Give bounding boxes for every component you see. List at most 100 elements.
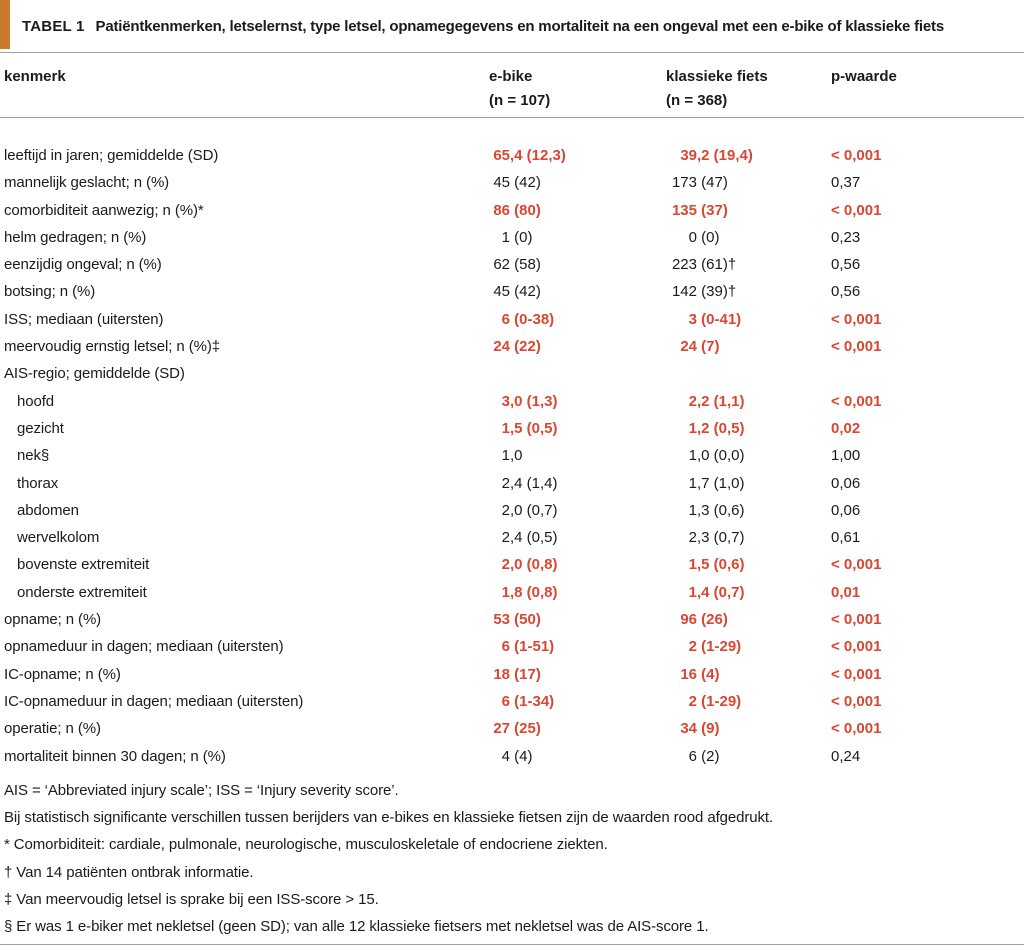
row-label: onderste extremiteit	[17, 583, 147, 601]
row-label: botsing; n (%)	[4, 283, 96, 301]
klassieke-fiets-value: 1,3 (0,6)	[688, 501, 745, 519]
p-value: < 0,001	[831, 611, 882, 629]
p-value: 0,06	[831, 474, 861, 492]
row-label: bovenste extremiteit	[17, 556, 150, 574]
ebike-value: 3,0 (1,3)	[501, 392, 558, 410]
table-title-block: TABEL 1 Patiëntkenmerken, letselernst, t…	[0, 0, 1024, 53]
table-row: botsing; n (%) 45 (42) 142 (39)† 0,56	[0, 283, 1024, 310]
p-value: < 0,001	[831, 556, 882, 574]
p-value: < 0,001	[831, 720, 882, 738]
row-label: mortaliteit binnen 30 dagen; n (%)	[4, 747, 226, 765]
ebike-value: 6 (1-34)	[501, 692, 555, 710]
footnote-line: AIS = ‘Abbreviated injury scale’; ISS = …	[4, 781, 399, 799]
p-value: < 0,001	[831, 392, 882, 410]
column-header-label: e-bike	[489, 68, 533, 85]
row-label: eenzijdig ongeval; n (%)	[4, 256, 162, 274]
table-row: onderste extremiteit 1,8 (0,8) 1,4 (0,7) 0,…	[0, 584, 1024, 611]
table-row: helm gedragen; n (%) 1 (0) 0 (0) 0,23	[0, 229, 1024, 256]
table-row: thorax 2,4 (1,4) 1,7 (1,0) 0,06	[0, 475, 1024, 502]
row-label: nek§	[17, 447, 50, 465]
klassieke-fiets-value: 1,2 (0,5)	[688, 419, 745, 437]
table-footnotes: AIS = ‘Abbreviated injury scale’; ISS = …	[0, 777, 1024, 941]
klassieke-fiets-value: 96 (26)	[680, 611, 728, 629]
klassieke-fiets-value: 173 (47)	[671, 174, 728, 192]
klassieke-fiets-value: 135 (37)	[671, 201, 728, 219]
row-label: comorbiditeit aanwezig; n (%)*	[4, 201, 204, 219]
klassieke-fiets-value: 142 (39)†	[671, 283, 737, 301]
column-header-p-waarde: p-waarde	[815, 65, 1024, 117]
row-label: mannelijk geslacht; n (%)	[4, 174, 170, 192]
klassieke-fiets-value: 2 (1-29)	[688, 692, 742, 710]
klassieke-fiets-value: 1,4 (0,7)	[688, 583, 745, 601]
table-row: bovenste extremiteit 2,0 (0,8) 1,5 (0,6) < …	[0, 556, 1024, 583]
row-label: abdomen	[17, 501, 79, 519]
column-header-klassieke-fiets: klassieke fiets (n = 368)	[635, 65, 815, 117]
column-header-n: (n = 107)	[489, 92, 551, 109]
row-label: IC-opnameduur in dagen; mediaan (uiterst…	[4, 692, 304, 710]
p-value: < 0,001	[831, 310, 882, 328]
row-label: thorax	[17, 474, 59, 492]
p-value: 0,23	[831, 228, 861, 246]
row-label: leeftijd in jaren; gemiddelde (SD)	[4, 147, 219, 164]
table-row: IC-opnameduur in dagen; mediaan (uiterst…	[0, 693, 1024, 720]
ebike-value: 2,4 (0,5)	[501, 529, 558, 547]
ebike-value: 2,4 (1,4)	[501, 474, 558, 492]
p-value: 1,00	[831, 447, 861, 465]
table-row: mortaliteit binnen 30 dagen; n (%) 4 (4) 6…	[0, 748, 1024, 775]
table-row: abdomen 2,0 (0,7) 1,3 (0,6) 0,06	[0, 502, 1024, 529]
column-header-kenmerk: kenmerk	[0, 65, 455, 117]
ebike-value: 18 (17)	[493, 665, 541, 683]
ebike-value: 4 (4)	[501, 747, 533, 765]
footnote-line: † Van 14 patiënten ontbrak informatie.	[4, 863, 254, 881]
klassieke-fiets-value: 2,2 (1,1)	[688, 392, 745, 410]
ebike-value: 24 (22)	[493, 338, 541, 356]
table-column-headers: kenmerk e-bike (n = 107) klassieke fiets…	[0, 53, 1024, 118]
table-row: gezicht 1,5 (0,5) 1,2 (0,5) 0,02	[0, 420, 1024, 447]
klassieke-fiets-value: 6 (2)	[688, 747, 720, 765]
ebike-value: 2,0 (0,8)	[501, 556, 558, 574]
table-row: meervoudig ernstig letsel; n (%)‡ 24 (22)…	[0, 338, 1024, 365]
p-value: 0,02	[831, 419, 861, 437]
table-row: AIS-regio; gemiddelde (SD)	[0, 365, 1024, 392]
p-value: 0,37	[831, 174, 861, 192]
p-value: 0,01	[831, 583, 861, 601]
ebike-value: 1,5 (0,5)	[501, 419, 558, 437]
row-label: opnameduur in dagen; mediaan (uitersten)	[4, 638, 284, 656]
row-label: ISS; mediaan (uitersten)	[4, 310, 164, 328]
footnote-line: * Comorbiditeit: cardiale, pulmonale, ne…	[4, 836, 608, 854]
table-body: leeftijd in jaren; gemiddelde (SD) 65,4 (…	[0, 118, 1024, 775]
table-row: ISS; mediaan (uitersten) 6 (0-38) 3 (0-41)…	[0, 311, 1024, 338]
ebike-value: 1,8 (0,8)	[501, 583, 558, 601]
p-value: 0,06	[831, 501, 861, 519]
klassieke-fiets-value: 1,0 (0,0)	[688, 447, 745, 465]
row-label: IC-opname; n (%)	[4, 665, 121, 683]
row-label: AIS-regio; gemiddelde (SD)	[4, 365, 185, 383]
klassieke-fiets-value: 2,3 (0,7)	[688, 529, 745, 547]
ebike-value: 27 (25)	[493, 720, 541, 738]
table-row: opname; n (%) 53 (50) 96 (26) < 0,001	[0, 611, 1024, 638]
footnote-line: Bij statistisch significante verschillen…	[4, 809, 774, 827]
footnote-line: ‡ Van meervoudig letsel is sprake bij ee…	[4, 891, 379, 909]
row-label: gezicht	[17, 419, 64, 437]
ebike-value: 1,0	[501, 447, 523, 465]
table-row: operatie; n (%) 27 (25) 34 (9) < 0,001	[0, 720, 1024, 747]
klassieke-fiets-value: 0 (0)	[688, 228, 720, 246]
table-row: leeftijd in jaren; gemiddelde (SD) 65,4 (…	[0, 147, 1024, 174]
p-value: 0,56	[831, 283, 861, 301]
ebike-value: 6 (0-38)	[501, 310, 555, 328]
ebike-value: 62 (58)	[493, 256, 541, 274]
ebike-value: 45 (42)	[493, 174, 541, 192]
title-accent-bar	[0, 0, 10, 49]
klassieke-fiets-value: 1,7 (1,0)	[688, 474, 745, 492]
ebike-value: 53 (50)	[493, 611, 541, 629]
table-row: comorbiditeit aanwezig; n (%)* 86 (80) 135…	[0, 202, 1024, 229]
klassieke-fiets-value: 24 (7)	[680, 338, 720, 356]
column-header-label: kenmerk	[4, 68, 66, 85]
table-row: opnameduur in dagen; mediaan (uitersten)…	[0, 638, 1024, 665]
footnote-line: § Er was 1 e-biker met nekletsel (geen S…	[4, 918, 709, 936]
ebike-value: 65,4 (12,3)	[493, 147, 566, 164]
row-label: opname; n (%)	[4, 611, 102, 629]
table-row: wervelkolom 2,4 (0,5) 2,3 (0,7) 0,61	[0, 529, 1024, 556]
p-value: < 0,001	[831, 638, 882, 656]
